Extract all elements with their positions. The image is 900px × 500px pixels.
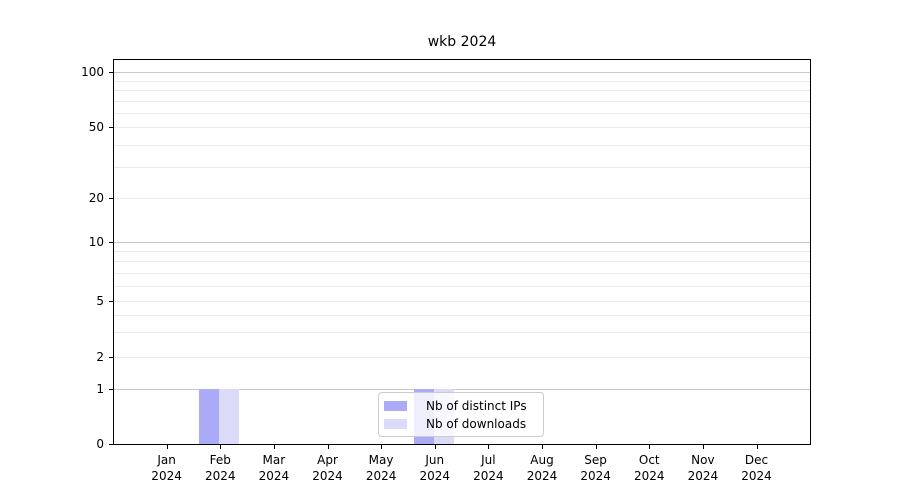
y-tick-mark <box>109 357 113 359</box>
y-tick-mark <box>109 389 113 391</box>
x-tick-mark <box>220 445 222 449</box>
minor-gridline <box>114 100 810 102</box>
y-gridline <box>114 127 810 129</box>
y-tick-label: 5 <box>96 294 104 309</box>
x-tick-mark <box>273 445 275 449</box>
x-tick-mark <box>649 445 651 449</box>
x-tick-mark <box>488 445 490 449</box>
x-tick-label: Aug 2024 <box>526 453 558 483</box>
x-tick-label: Oct 2024 <box>633 453 665 483</box>
x-tick-label: Sep 2024 <box>580 453 611 483</box>
y-tick-mark <box>109 301 113 303</box>
legend-label-downloads: Nb of downloads <box>426 417 527 431</box>
x-tick-label: Feb 2024 <box>204 453 236 483</box>
y-tick-label: 0 <box>96 437 104 451</box>
bar-distinct-ips-feb <box>199 389 220 444</box>
x-tick-label: Mar 2024 <box>258 453 290 483</box>
x-tick-label: May 2024 <box>365 453 397 483</box>
x-axis: Jan 2024 Feb 2024 Mar 2024 Apr 2024 May 2024 Jun 20… <box>113 444 811 496</box>
minor-gridline <box>114 261 810 263</box>
minor-gridline <box>114 90 810 92</box>
chart-title: wkb 2024 <box>427 34 497 50</box>
x-tick-mark <box>595 445 597 449</box>
y-tick-label: 1 <box>96 382 104 397</box>
y-tick-mark <box>109 444 113 445</box>
x-tick-label: Nov 2024 <box>687 453 719 483</box>
y-tick-mark <box>109 127 113 129</box>
y-tick-mark <box>109 242 113 244</box>
bar-downloads-feb <box>219 389 240 444</box>
legend-swatch-distinct-ips <box>384 401 407 411</box>
x-tick-mark <box>542 445 543 449</box>
plot-area: Nb of distinct IPs Nb of downloads <box>113 59 811 445</box>
y-tick-label: 2 <box>96 350 104 365</box>
y-gridline <box>114 242 810 244</box>
minor-gridline <box>114 80 810 82</box>
x-tick-label: Jun 2024 <box>419 453 451 483</box>
minor-gridline <box>114 144 810 146</box>
minor-gridline <box>114 251 810 253</box>
x-tick-mark <box>381 445 383 449</box>
x-tick-mark <box>166 445 168 449</box>
y-gridline <box>114 301 810 303</box>
y-axis: 100 50 20 10 5 2 1 0 <box>0 59 113 451</box>
y-tick-label: 50 <box>88 120 104 135</box>
x-tick-label: Dec 2024 <box>741 453 772 483</box>
x-tick-mark <box>434 445 436 449</box>
x-tick-mark <box>702 445 704 449</box>
y-tick-label: 10 <box>88 235 104 250</box>
minor-gridline <box>114 166 810 168</box>
y-tick-label: 20 <box>88 191 104 206</box>
y-gridline <box>114 72 810 74</box>
legend-row-distinct-ips: Nb of distinct IPs <box>384 397 537 415</box>
x-tick-mark <box>756 445 758 449</box>
minor-gridline <box>114 272 810 274</box>
y-gridline <box>114 198 810 200</box>
legend-swatch-downloads <box>384 419 407 429</box>
x-tick-mark <box>327 445 329 449</box>
y-gridline <box>114 389 810 391</box>
x-tick-label: Apr 2024 <box>312 453 343 483</box>
minor-gridline <box>114 285 810 287</box>
y-tick-mark <box>109 72 113 74</box>
minor-gridline <box>114 332 810 334</box>
legend: Nb of distinct IPs Nb of downloads <box>378 392 544 437</box>
legend-label-distinct-ips: Nb of distinct IPs <box>426 399 527 413</box>
y-gridline <box>114 357 810 359</box>
y-tick-mark <box>109 198 113 200</box>
x-tick-label: Jan 2024 <box>151 453 182 483</box>
minor-gridline <box>114 314 810 316</box>
x-tick-label: Jul 2024 <box>473 453 504 483</box>
legend-row-downloads: Nb of downloads <box>384 415 537 433</box>
minor-gridline <box>114 112 810 114</box>
y-tick-label: 100 <box>81 65 104 80</box>
